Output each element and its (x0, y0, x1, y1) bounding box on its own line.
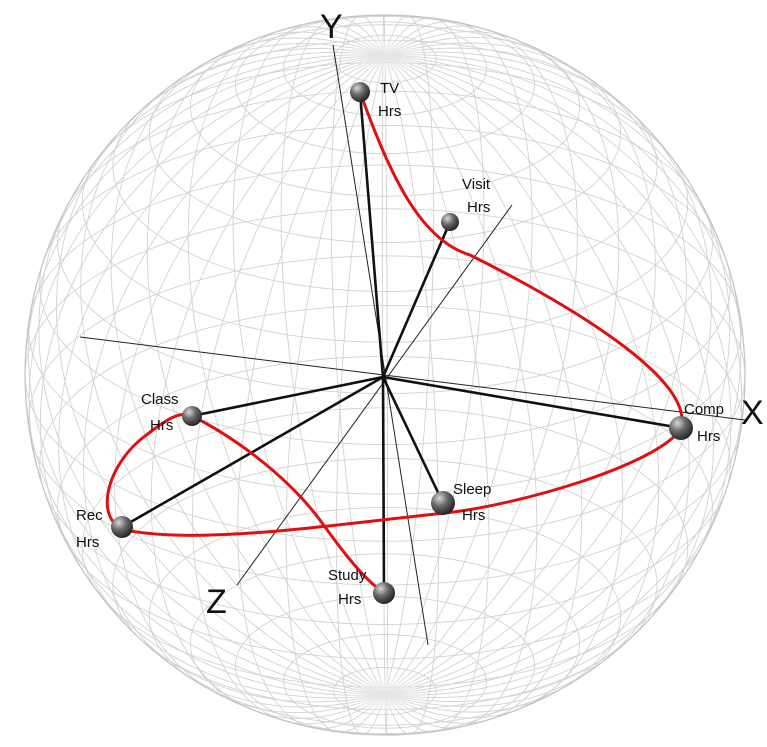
spoke-class (190, 375, 385, 418)
wireframe-line (57, 355, 713, 660)
label-visit-line2: Hrs (467, 199, 490, 216)
node-class (182, 406, 202, 426)
label-rec-line1: Rec (76, 507, 103, 524)
sphere-outline (24, 14, 746, 736)
spoke-comp (381, 375, 683, 430)
label-tv-line1: TV (380, 80, 399, 97)
spoke-tv (358, 90, 385, 379)
spoke-rec (120, 375, 385, 529)
wireframe-line (39, 125, 731, 445)
label-sleep-line2: Hrs (462, 507, 485, 524)
wireframe-line (335, 55, 386, 735)
node-rec (111, 516, 133, 538)
spoke-sleep (381, 375, 445, 505)
label-sleep-line1: Sleep (453, 481, 491, 498)
wireframe-line (24, 208, 746, 542)
wireframe-line (283, 21, 487, 116)
node-comp (669, 416, 693, 440)
wireframe-line (112, 458, 658, 711)
wireframe-line (283, 634, 487, 729)
wireframe-line (235, 595, 535, 735)
label-visit-line1: Visit (462, 176, 491, 193)
wireframe-line (28, 164, 742, 495)
axis-label-y: Y (320, 8, 343, 46)
wireframe-line (112, 39, 658, 292)
axis-label-z: Z (206, 583, 227, 621)
spokes (120, 90, 683, 595)
axis-label-x: X (741, 394, 764, 432)
wireframe-line (384, 55, 583, 724)
spoke-study (381, 375, 386, 595)
wireframe-line (189, 16, 581, 197)
wireframe-line (384, 55, 743, 696)
wireframe-line (148, 507, 622, 726)
connection-path (105, 90, 684, 595)
spoke-visit (381, 220, 452, 379)
label-class-line1: Class (141, 391, 179, 408)
wireframe-line (384, 42, 687, 695)
sphere-wireframe (24, 14, 746, 736)
z-axis-line (236, 204, 513, 586)
wireframe-line (384, 55, 732, 699)
pole-top-haze (345, 33, 425, 78)
wireframe-line (384, 55, 624, 719)
label-rec-line2: Hrs (76, 534, 99, 551)
label-comp-line1: Comp (684, 401, 724, 418)
axis-letters: Y X Z (206, 8, 764, 621)
nodes (111, 82, 693, 604)
wireframe-line (333, 666, 437, 716)
node-study (373, 582, 395, 604)
label-study-line1: Study (328, 567, 367, 584)
label-study-line2: Hrs (338, 591, 361, 608)
wireframe-line (28, 255, 742, 586)
wireframe-line (83, 55, 386, 708)
node-labels: TV Hrs Visit Hrs Comp Hrs Sleep Hrs Stud… (76, 80, 724, 608)
wireframe-line (57, 90, 713, 395)
node-visit (441, 213, 459, 231)
node-tv (350, 82, 370, 102)
wireframe-line (148, 24, 622, 243)
label-comp-line2: Hrs (697, 428, 720, 445)
wireframe-line (235, 15, 535, 155)
wireframe-line (384, 54, 742, 695)
label-class-line2: Hrs (150, 417, 173, 434)
label-tv-line2: Hrs (378, 103, 401, 120)
x-axis-line (79, 336, 746, 421)
node-sleep (431, 491, 455, 515)
pole-bottom-haze (345, 672, 425, 717)
